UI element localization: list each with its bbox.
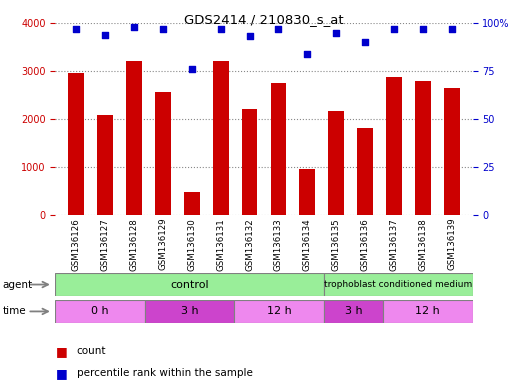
- Text: control: control: [170, 280, 209, 290]
- Text: 12 h: 12 h: [267, 306, 291, 316]
- Text: GSM136128: GSM136128: [129, 218, 138, 271]
- Text: ■: ■: [55, 367, 67, 380]
- Bar: [55, 273, 324, 296]
- Bar: [145, 300, 234, 323]
- Bar: [184, 192, 200, 215]
- Text: GDS2414 / 210830_s_at: GDS2414 / 210830_s_at: [184, 13, 344, 26]
- Bar: [324, 300, 383, 323]
- Bar: [324, 273, 473, 296]
- Bar: [55, 300, 145, 323]
- Point: [187, 66, 196, 72]
- Bar: [299, 169, 315, 215]
- Point: [129, 24, 138, 30]
- Bar: [68, 73, 83, 215]
- Point: [158, 26, 167, 32]
- Text: 12 h: 12 h: [416, 306, 440, 316]
- Point: [246, 33, 254, 40]
- Bar: [416, 81, 431, 215]
- Point: [448, 26, 457, 32]
- Bar: [386, 77, 402, 215]
- Text: GSM136129: GSM136129: [158, 218, 167, 270]
- Point: [216, 26, 225, 32]
- Bar: [241, 109, 258, 215]
- Point: [100, 31, 109, 38]
- Point: [71, 26, 80, 32]
- Point: [332, 30, 341, 36]
- Text: GSM136139: GSM136139: [448, 218, 457, 270]
- Text: percentile rank within the sample: percentile rank within the sample: [77, 368, 252, 378]
- Text: 0 h: 0 h: [91, 306, 109, 316]
- Bar: [234, 300, 324, 323]
- Text: time: time: [3, 306, 26, 316]
- Text: GSM136137: GSM136137: [390, 218, 399, 271]
- Bar: [155, 92, 171, 215]
- Text: GSM136135: GSM136135: [332, 218, 341, 271]
- Text: GSM136126: GSM136126: [71, 218, 80, 271]
- Bar: [328, 111, 344, 215]
- Text: GSM136130: GSM136130: [187, 218, 196, 271]
- Text: GSM136138: GSM136138: [419, 218, 428, 271]
- Bar: [445, 88, 460, 215]
- Bar: [270, 83, 287, 215]
- Text: GSM136132: GSM136132: [245, 218, 254, 271]
- Point: [303, 51, 312, 57]
- Text: trophoblast conditioned medium: trophoblast conditioned medium: [324, 280, 472, 289]
- Bar: [383, 300, 473, 323]
- Bar: [126, 61, 142, 215]
- Text: GSM136131: GSM136131: [216, 218, 225, 271]
- Bar: [97, 116, 112, 215]
- Point: [361, 39, 370, 45]
- Text: GSM136133: GSM136133: [274, 218, 283, 271]
- Text: GSM136127: GSM136127: [100, 218, 109, 271]
- Point: [274, 26, 282, 32]
- Point: [390, 26, 399, 32]
- Text: 3 h: 3 h: [181, 306, 199, 316]
- Bar: [357, 127, 373, 215]
- Point: [419, 26, 428, 32]
- Text: ■: ■: [55, 345, 67, 358]
- Text: GSM136134: GSM136134: [303, 218, 312, 271]
- Text: GSM136136: GSM136136: [361, 218, 370, 271]
- Bar: [213, 61, 229, 215]
- Text: 3 h: 3 h: [345, 306, 362, 316]
- Text: agent: agent: [3, 280, 33, 290]
- Text: count: count: [77, 346, 106, 356]
